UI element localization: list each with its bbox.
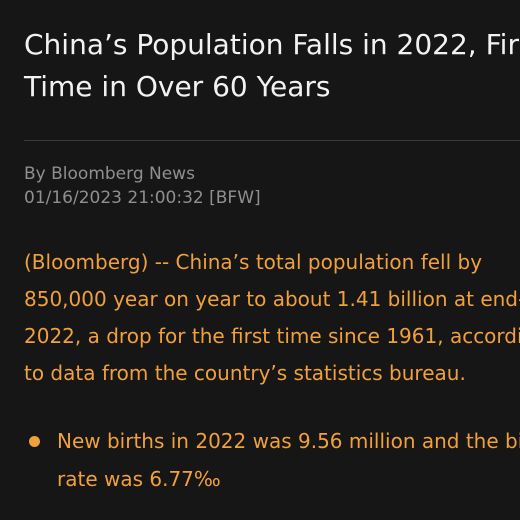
article-byline: By Bloomberg News 01/16/2023 21:00:32 [B… <box>24 162 261 210</box>
article-paragraph: (Bloomberg) -- China’s total population … <box>24 244 520 392</box>
byline-author: By Bloomberg News <box>24 164 195 184</box>
bullet-line: rate was 6.77‰ <box>57 467 221 491</box>
bullet-item: New births in 2022 was 9.56 million and … <box>24 422 520 498</box>
paragraph-line: 850,000 year on year to about 1.41 billi… <box>24 287 520 311</box>
bullet-dot-icon <box>29 436 40 447</box>
headline-line: Time in Over 60 Years <box>24 70 331 103</box>
byline-timestamp: 01/16/2023 21:00:32 [BFW] <box>24 188 261 208</box>
bullet-line: New births in 2022 was 9.56 million and … <box>57 429 520 453</box>
paragraph-line: 2022, a drop for the first time since 19… <box>24 324 520 348</box>
article-headline: China’s Population Falls in 2022, First … <box>24 24 520 108</box>
headline-line: China’s Population Falls in 2022, First <box>24 28 520 61</box>
paragraph-line: to data from the country’s statistics bu… <box>24 361 466 385</box>
headline-divider <box>24 140 520 141</box>
paragraph-line: (Bloomberg) -- China’s total population … <box>24 250 483 274</box>
article-bullet-list: New births in 2022 was 9.56 million and … <box>24 422 520 498</box>
